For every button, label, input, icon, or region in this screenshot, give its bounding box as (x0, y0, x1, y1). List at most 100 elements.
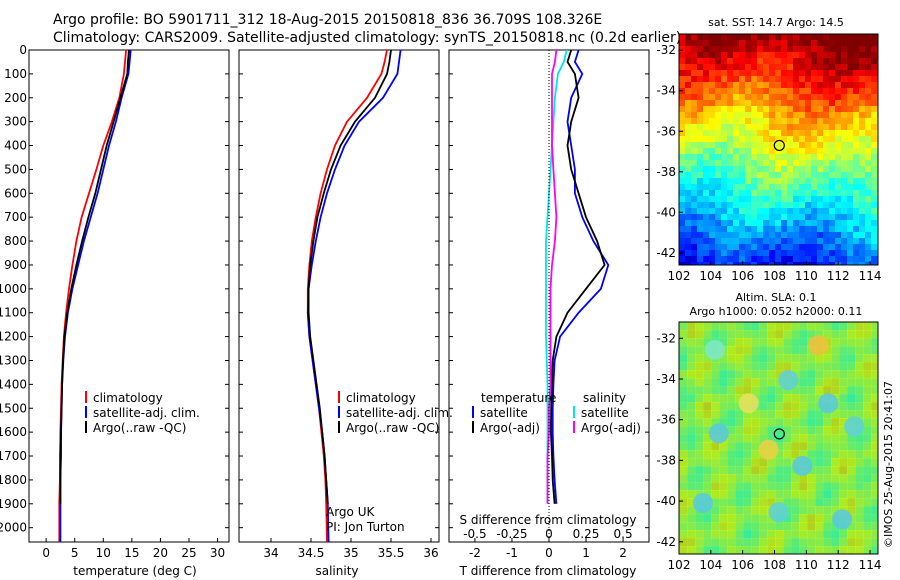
sst-cell (727, 220, 734, 227)
sst-cell (757, 142, 764, 149)
sst-cell (787, 40, 794, 47)
sst-cell (739, 178, 746, 185)
sla-cell (735, 346, 744, 355)
sst-cell (871, 178, 878, 185)
sla-cell (855, 482, 864, 491)
sst-cell (841, 238, 848, 245)
sla-cell (831, 474, 840, 483)
sst-cell (691, 208, 698, 215)
sst-cell (805, 142, 812, 149)
sst-cell (739, 184, 746, 191)
sst-cell (853, 124, 860, 131)
sst-cell (733, 208, 740, 215)
sst-cell (721, 106, 728, 113)
sst-cell (811, 112, 818, 119)
sst-cell (685, 130, 692, 137)
sst-cell (847, 58, 854, 65)
sst-cell (823, 154, 830, 161)
sst-cell (835, 220, 842, 227)
y-tick-label: -36 (656, 413, 676, 427)
sst-cell (781, 154, 788, 161)
sst-cell (793, 202, 800, 209)
sst-cell (853, 100, 860, 107)
sst-cell (787, 238, 794, 245)
sst-cell (679, 100, 686, 107)
sst-cell (835, 172, 842, 179)
sst-cell (799, 118, 806, 125)
sst-cell (745, 64, 752, 71)
sst-cell (697, 178, 704, 185)
sst-cell (757, 40, 764, 47)
sst-cell (769, 64, 776, 71)
sla-cell (855, 322, 864, 331)
sla-cell (807, 386, 816, 395)
sla-cell (751, 450, 760, 459)
sst-cell (829, 34, 836, 41)
sla-cell (703, 458, 712, 467)
sst-cell (775, 160, 782, 167)
sst-cell (763, 148, 770, 155)
sst-cell (745, 118, 752, 125)
sst-cell (709, 214, 716, 221)
sst-cell (739, 58, 746, 65)
sst-cell (853, 220, 860, 227)
sla-cell (839, 370, 848, 379)
sst-cell (703, 94, 710, 101)
sst-cell (835, 88, 842, 95)
sst-cell (781, 100, 788, 107)
sla-cell (711, 546, 720, 554)
sla-cell (727, 354, 736, 363)
sst-cell (721, 100, 728, 107)
sla-map-frame (678, 321, 879, 555)
sla-cell (743, 418, 752, 427)
x-tick-label: 1 (582, 546, 590, 560)
sst-cell (835, 94, 842, 101)
sst-cell (763, 106, 770, 113)
sst-cell (697, 58, 704, 65)
sla-cell (767, 330, 776, 339)
sla-cell (807, 362, 816, 371)
sst-cell (745, 52, 752, 59)
sla-cell (743, 482, 752, 491)
sst-cell (733, 226, 740, 233)
sla-cell (855, 330, 864, 339)
sla-cell (767, 546, 776, 554)
sla-cell (791, 394, 800, 403)
sst-cell (757, 70, 764, 77)
sst-cell (697, 106, 704, 113)
sst-cell (763, 238, 770, 245)
sst-cell (805, 118, 812, 125)
sla-cell (727, 530, 736, 539)
sst-cell (727, 112, 734, 119)
sst-cell (871, 226, 878, 233)
sst-cell (751, 148, 758, 155)
sla-cell (839, 394, 848, 403)
sst-cell (787, 46, 794, 53)
sst-cell (793, 154, 800, 161)
sla-cell (743, 522, 752, 531)
sla-cell (775, 426, 784, 435)
sst-cell (865, 202, 872, 209)
sla-cell (703, 474, 712, 483)
sst-cell (829, 88, 836, 95)
sst-cell (829, 184, 836, 191)
sst-cell (763, 112, 770, 119)
sst-cell (823, 262, 830, 265)
sst-cell (727, 208, 734, 215)
sla-cell (743, 386, 752, 395)
sst-cell (787, 124, 794, 131)
sst-cell (745, 70, 752, 77)
sst-cell (799, 184, 806, 191)
sst-cell (865, 178, 872, 185)
sla-cell (815, 362, 824, 371)
sst-cell (865, 88, 872, 95)
sla-cell (735, 362, 744, 371)
sst-cell (691, 106, 698, 113)
sst-cell (697, 100, 704, 107)
sla-cell (687, 522, 696, 531)
sst-cell (727, 244, 734, 251)
sst-cell (769, 250, 776, 257)
sla-cell (871, 490, 878, 499)
sst-cell (835, 196, 842, 203)
sst-cell (709, 118, 716, 125)
